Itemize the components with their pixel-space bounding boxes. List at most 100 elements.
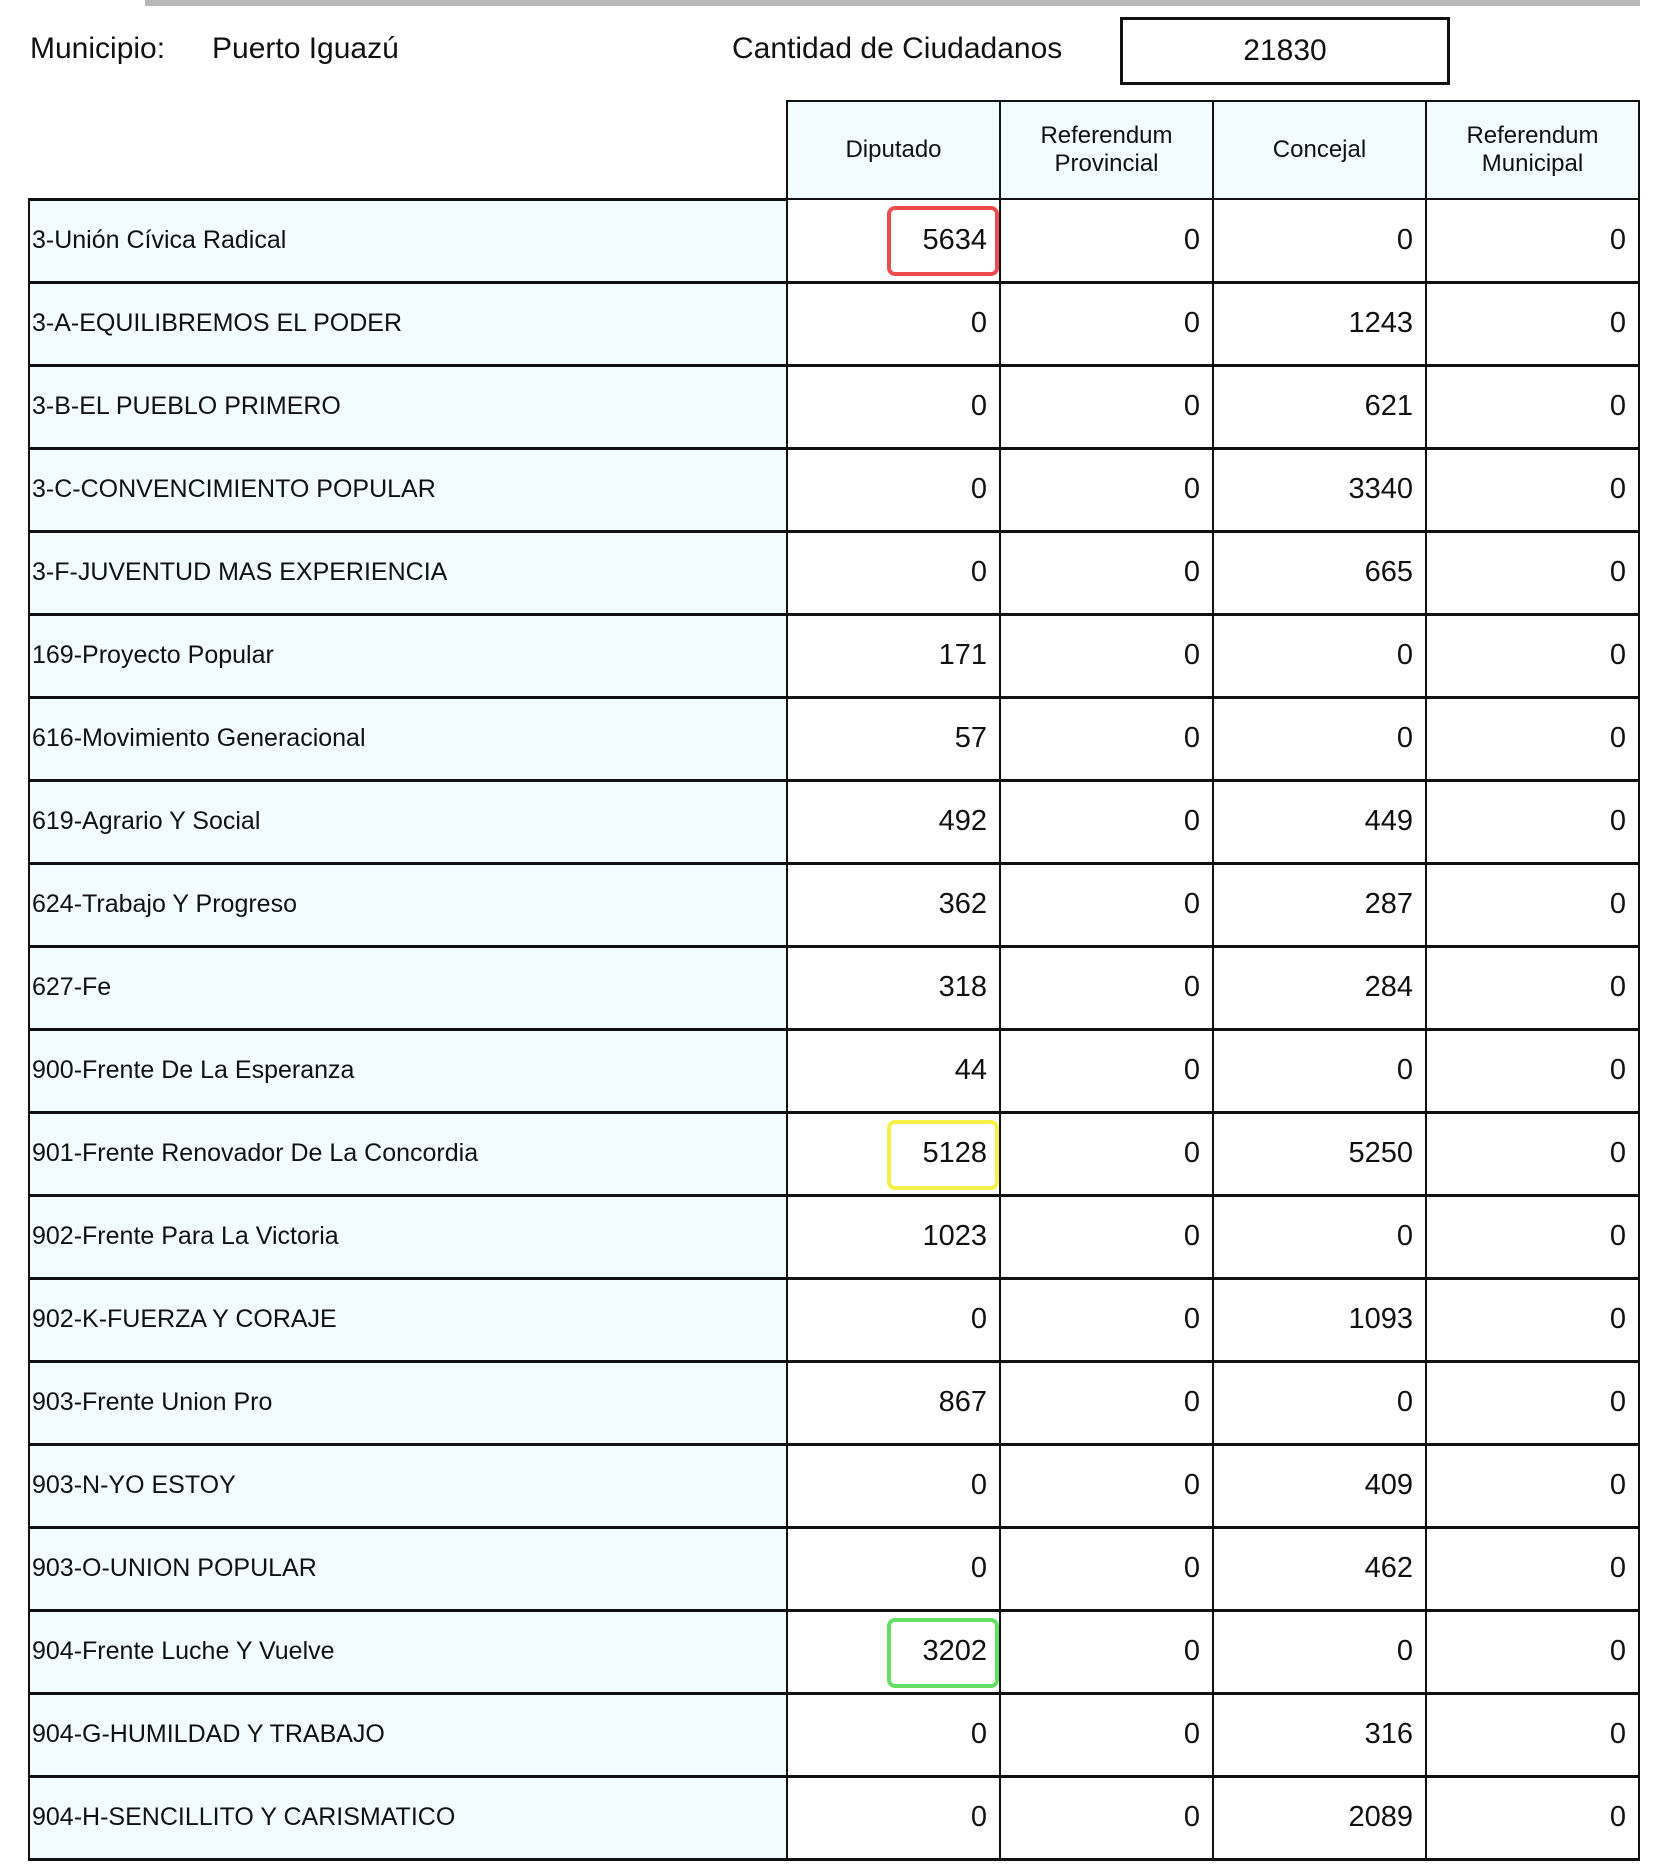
vote-cell: 0	[999, 1692, 1214, 1778]
party-name: 627-Fe	[28, 945, 788, 1031]
vote-cell: 0	[999, 530, 1214, 616]
table-row: 902-Frente Para La Victoria 1023 0 0 0	[28, 1194, 1640, 1280]
vote-value: 0	[1183, 390, 1200, 422]
vote-value: 0	[1396, 1054, 1413, 1086]
vote-cell: 0	[786, 530, 1001, 616]
vote-value: 409	[1364, 1469, 1413, 1501]
vote-cell: 0	[786, 364, 1001, 450]
vote-cell: 0	[1425, 1277, 1640, 1363]
vote-cell: 5250	[1212, 1111, 1427, 1197]
vote-value: 0	[970, 1552, 987, 1584]
vote-cell: 287	[1212, 862, 1427, 948]
table-row: 903-O-UNION POPULAR 0 0 462 0	[28, 1526, 1640, 1612]
vote-cell: 0	[786, 1775, 1001, 1861]
vote-cell: 449	[1212, 779, 1427, 865]
vote-cell: 0	[1425, 530, 1640, 616]
vote-value: 2089	[1348, 1801, 1413, 1833]
table-row: 3-F-JUVENTUD MAS EXPERIENCIA 0 0 665 0	[28, 530, 1640, 616]
vote-cell: 867	[786, 1360, 1001, 1446]
vote-value: 0	[1183, 971, 1200, 1003]
vote-cell: 0	[1425, 862, 1640, 948]
vote-cell: 0	[999, 447, 1214, 533]
header-blank	[29, 101, 787, 201]
vote-value: 449	[1364, 805, 1413, 837]
party-name: 904-G-HUMILDAD Y TRABAJO	[28, 1692, 788, 1778]
vote-cell: 462	[1212, 1526, 1427, 1612]
vote-value: 0	[970, 1718, 987, 1750]
vote-value: 0	[1609, 971, 1626, 1003]
vote-cell: 5128	[786, 1111, 1001, 1197]
vote-value: 665	[1364, 556, 1413, 588]
vote-cell: 0	[1425, 281, 1640, 367]
vote-value: 0	[1183, 1303, 1200, 1335]
vote-cell: 0	[999, 1194, 1214, 1280]
table-row: 904-H-SENCILLITO Y CARISMATICO 0 0 2089 0	[28, 1775, 1640, 1861]
vote-cell: 0	[1212, 696, 1427, 782]
vote-cell: 0	[1425, 1609, 1640, 1695]
vote-cell: 665	[1212, 530, 1427, 616]
vote-cell: 0	[1425, 1443, 1640, 1529]
vote-cell: 0	[786, 281, 1001, 367]
party-name: 624-Trabajo Y Progreso	[28, 862, 788, 948]
table-row: 3-B-EL PUEBLO PRIMERO 0 0 621 0	[28, 364, 1640, 450]
vote-cell: 0	[999, 364, 1214, 450]
party-name: 619-Agrario Y Social	[28, 779, 788, 865]
vote-value: 0	[1183, 1552, 1200, 1584]
vote-value: 362	[938, 888, 987, 920]
vote-cell: 0	[999, 696, 1214, 782]
table-row: 904-G-HUMILDAD Y TRABAJO 0 0 316 0	[28, 1692, 1640, 1778]
vote-value: 0	[970, 390, 987, 422]
party-name: 903-O-UNION POPULAR	[28, 1526, 788, 1612]
vote-cell: 0	[1425, 613, 1640, 699]
vote-value: 0	[1609, 1469, 1626, 1501]
vote-value: 492	[938, 805, 987, 837]
vote-cell: 0	[1425, 1526, 1640, 1612]
party-name: 902-Frente Para La Victoria	[28, 1194, 788, 1280]
vote-value: 0	[1609, 639, 1626, 671]
vote-cell: 316	[1212, 1692, 1427, 1778]
vote-value: 0	[1609, 390, 1626, 422]
vote-cell: 57	[786, 696, 1001, 782]
vote-value: 0	[1609, 1137, 1626, 1169]
column-header: Concejal	[1212, 100, 1427, 200]
vote-cell: 0	[999, 1775, 1214, 1861]
vote-cell: 0	[999, 1360, 1214, 1446]
vote-cell: 0	[786, 1443, 1001, 1529]
party-name: 904-Frente Luche Y Vuelve	[28, 1609, 788, 1695]
party-name: 903-N-YO ESTOY	[28, 1443, 788, 1529]
vote-cell: 0	[1425, 1111, 1640, 1197]
vote-cell: 0	[999, 1609, 1214, 1695]
vote-cell: 362	[786, 862, 1001, 948]
vote-cell: 0	[1425, 779, 1640, 865]
vote-value: 0	[1609, 223, 1626, 256]
ciudadanos-label: Cantidad de Ciudadanos	[732, 32, 1063, 65]
vote-value: 621	[1364, 390, 1413, 422]
vote-cell: 0	[786, 447, 1001, 533]
ciudadanos-value: 21830	[1243, 34, 1327, 67]
party-name: 616-Movimiento Generacional	[28, 696, 788, 782]
vote-cell: 0	[1212, 1360, 1427, 1446]
vote-cell: 318	[786, 945, 1001, 1031]
vote-value: 0	[1609, 1552, 1626, 1584]
party-name: 900-Frente De La Esperanza	[28, 1028, 788, 1114]
vote-cell: 0	[1425, 364, 1640, 450]
vote-cell: 0	[1425, 447, 1640, 533]
vote-value: 5250	[1348, 1137, 1413, 1169]
ciudadanos-value-box: 21830	[1120, 17, 1450, 85]
top-divider	[145, 0, 1640, 6]
vote-value: 0	[1396, 1220, 1413, 1252]
vote-cell: 0	[999, 613, 1214, 699]
vote-cell: 44	[786, 1028, 1001, 1114]
table-header-row: Diputado Referendum Provincial Concejal …	[29, 100, 1640, 201]
vote-value: 0	[1183, 473, 1200, 505]
column-header: Referendum Provincial	[999, 100, 1214, 200]
vote-cell: 0	[1212, 1194, 1427, 1280]
vote-value: 284	[1364, 971, 1413, 1003]
vote-cell: 0	[1212, 198, 1427, 284]
vote-cell: 0	[999, 1028, 1214, 1114]
table-row: 3-A-EQUILIBREMOS EL PODER 0 0 1243 0	[28, 281, 1640, 367]
vote-value: 0	[1183, 1469, 1200, 1501]
table-row: 3-Unión Cívica Radical 5634 0 0 0	[28, 198, 1640, 284]
vote-cell: 0	[999, 198, 1214, 284]
table-row: 624-Trabajo Y Progreso 362 0 287 0	[28, 862, 1640, 948]
